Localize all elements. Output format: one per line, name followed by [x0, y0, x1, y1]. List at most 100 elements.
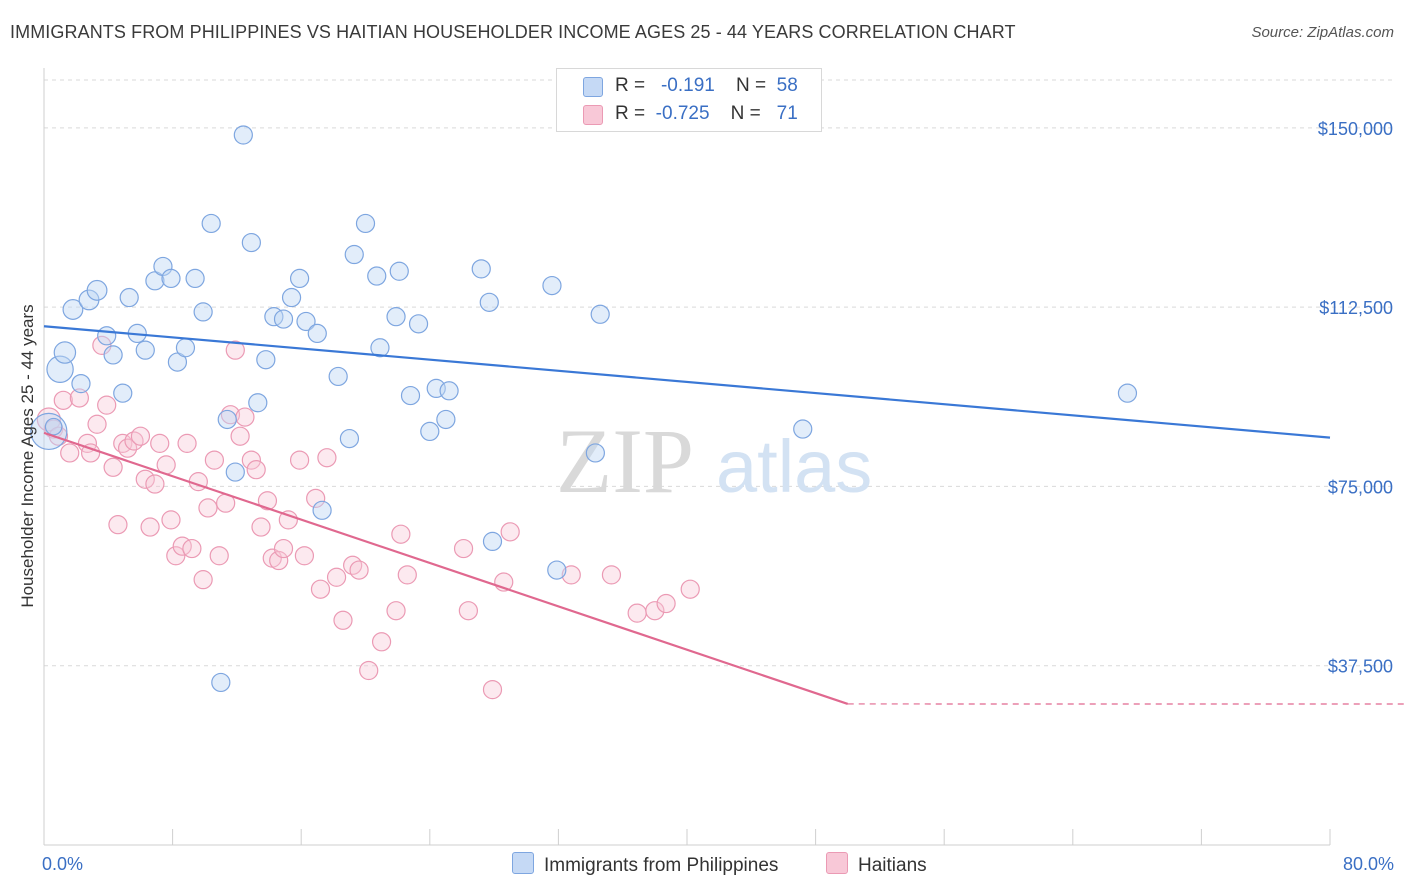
- philippines-point: [241, 232, 261, 253]
- philippines-point: [167, 352, 188, 372]
- philippines-point: [248, 393, 268, 413]
- haitians-point: [166, 546, 186, 566]
- haitians-point: [601, 565, 622, 585]
- haitians-point: [145, 474, 165, 494]
- haitians-point: [656, 593, 676, 614]
- haitians-point: [117, 438, 138, 458]
- chart-title: IMMIGRANTS FROM PHILIPPINES VS HAITIAN H…: [10, 22, 1016, 42]
- philippines-point: [420, 421, 440, 442]
- haitians-point: [161, 510, 181, 530]
- haitians-point: [310, 579, 331, 599]
- philippines-point: [145, 271, 165, 291]
- haitians-point: [294, 546, 315, 566]
- haitians-point: [150, 433, 170, 453]
- philippines-point: [590, 304, 610, 324]
- philippines-point: [273, 309, 294, 329]
- stats-r-label: R =: [615, 75, 646, 96]
- philippines-point: [119, 287, 139, 308]
- haitians-point: [60, 443, 80, 463]
- haitians-trend-line: [43, 431, 849, 705]
- y-tick-label: $112,500: [1319, 298, 1393, 318]
- philippines-point: [30, 412, 68, 451]
- philippines-point: [367, 266, 387, 286]
- haitians-point: [326, 567, 347, 587]
- haitians-point: [69, 388, 89, 408]
- haitians-point: [278, 510, 298, 530]
- legend-item-haitians[interactable]: Haitians: [826, 852, 927, 877]
- gridlines: [44, 79, 1395, 667]
- haitians-point: [306, 488, 326, 508]
- philippines-point: [389, 261, 409, 281]
- haitians-point: [391, 524, 411, 544]
- stats-swatch-pink: [583, 105, 603, 125]
- haitians-point: [289, 450, 310, 470]
- philippines-point: [289, 268, 310, 289]
- stats-r-label: R =: [615, 103, 646, 124]
- haitians-point: [87, 414, 107, 434]
- philippines-point: [217, 409, 237, 430]
- philippines-point: [355, 213, 376, 234]
- trend-lines: [43, 325, 1406, 705]
- stats-r-value: -0.725: [655, 103, 710, 124]
- haitians-point: [482, 679, 503, 700]
- stats-n-label: N =: [735, 75, 767, 96]
- haitians-trend-extension: [847, 703, 1406, 705]
- haitians-point: [80, 443, 101, 463]
- haitians-point: [453, 538, 474, 559]
- watermark-atlas: atlas: [716, 425, 872, 508]
- haitians-point: [92, 335, 112, 355]
- haitians-point: [359, 660, 379, 681]
- philippines-point: [436, 409, 456, 430]
- haitians-point: [108, 515, 128, 535]
- philippines-point: [386, 307, 406, 327]
- haitians-point: [209, 546, 229, 566]
- haitians-point: [386, 601, 406, 621]
- stats-n-value: 71: [776, 103, 798, 124]
- philippines-point: [211, 672, 231, 693]
- y-tick-label: $75,000: [1328, 477, 1393, 497]
- haitians-point: [140, 517, 160, 537]
- philippines-point: [482, 531, 503, 552]
- philippines-point: [328, 366, 348, 387]
- philippines-point: [585, 443, 605, 463]
- philippines-point: [233, 125, 253, 145]
- haitians-point: [500, 522, 520, 542]
- philippines-point: [97, 326, 117, 346]
- haitians-point: [645, 601, 665, 621]
- philippines-point: [296, 311, 316, 332]
- source-label: Source: ZipAtlas.com: [1251, 24, 1394, 41]
- legend-item-philippines[interactable]: Immigrants from Philippines: [512, 852, 778, 877]
- haitians-point: [561, 565, 581, 585]
- stats-n-label: N =: [730, 103, 761, 124]
- philippines-point: [312, 500, 332, 520]
- haitians-point: [251, 517, 271, 537]
- haitians-points: [36, 335, 700, 700]
- philippines-point: [175, 338, 196, 358]
- y-axis-label: Householder Income Ages 25 - 44 years: [18, 304, 37, 607]
- haitians-point: [257, 491, 278, 511]
- haitians-point: [48, 426, 69, 446]
- philippines-point: [542, 275, 562, 296]
- haitians-point: [269, 550, 289, 571]
- philippines-point: [161, 268, 181, 289]
- legend-swatch-blue: [512, 852, 534, 874]
- haitians-point: [230, 426, 250, 446]
- philippines-point: [471, 259, 491, 279]
- legend-swatch-pink: [826, 852, 848, 874]
- legend-label: Immigrants from Philippines: [544, 855, 779, 876]
- philippines-point: [62, 299, 84, 320]
- stats-r-value: -0.191: [660, 75, 715, 96]
- haitians-point: [680, 579, 700, 599]
- philippines-point: [71, 373, 91, 394]
- philippines-point: [185, 268, 205, 289]
- philippines-point: [547, 560, 567, 580]
- haitians-point: [193, 570, 213, 590]
- philippines-point: [339, 428, 360, 449]
- philippines-point: [479, 292, 499, 312]
- haitians-point: [371, 632, 392, 652]
- philippines-point: [439, 381, 459, 401]
- philippines-point: [103, 345, 123, 365]
- philippines-point: [793, 419, 813, 439]
- haitians-point: [225, 340, 245, 360]
- haitians-point: [198, 498, 218, 518]
